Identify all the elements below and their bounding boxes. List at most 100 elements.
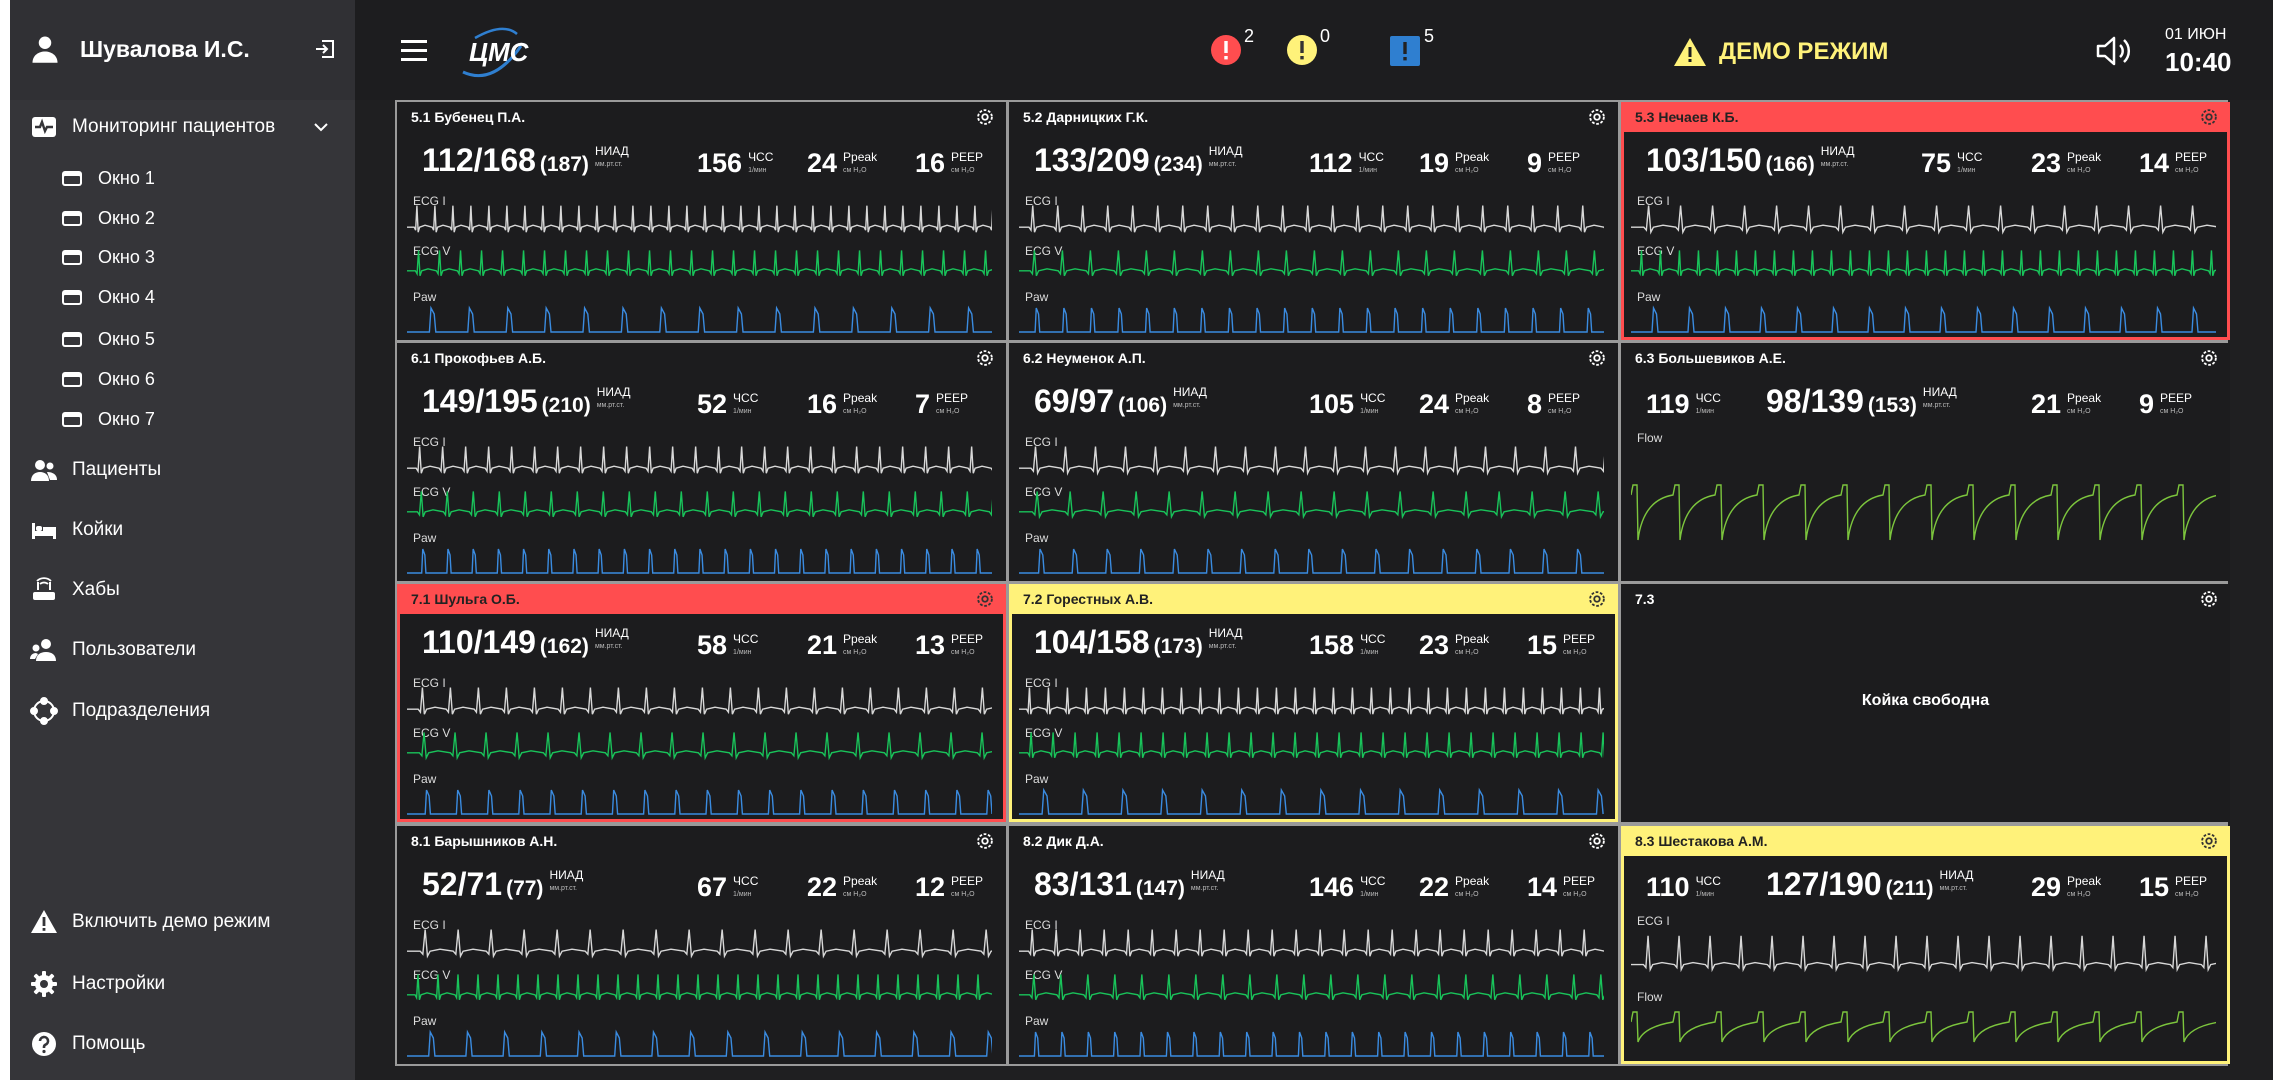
- nibp-value: 98/139: [1766, 383, 1864, 419]
- bed-card[interactable]: 7.3 Койка свободна: [1621, 584, 2230, 822]
- ppeak-value: 16: [807, 389, 838, 419]
- sidebar: Шувалова И.С. Мониторинг пациентов Окно …: [10, 0, 355, 1080]
- paw-label: Paw: [1025, 772, 1049, 786]
- nibp-label-text: НИАД: [594, 144, 629, 158]
- window-item-2[interactable]: Окно 2: [62, 203, 155, 233]
- gear-icon[interactable]: [2198, 830, 2220, 852]
- hr-label-unit: 1/мин: [1957, 167, 1976, 174]
- gear-icon[interactable]: [1586, 830, 1608, 852]
- bed-name: 8.1 Барышников А.Н.: [411, 833, 558, 849]
- gear-icon[interactable]: [974, 830, 996, 852]
- ecgv-label: ECG V: [413, 968, 451, 982]
- nav-help[interactable]: Помощь: [30, 1024, 350, 1064]
- nibp-block: 69/97 (106) НИАД мм.рт.ст.: [1034, 383, 1207, 420]
- nibp-label: НИАД мм.рт.ст.: [1821, 145, 1855, 170]
- bed-card[interactable]: 6.1 Прокофьев А.Б. 149/195 (210) НИАД мм.рт.…: [397, 343, 1006, 581]
- bed-card[interactable]: 6.3 Большевиков А.Е. 119 ЧСС 1/мин 98/139 (15…: [1621, 343, 2230, 581]
- gear-icon[interactable]: [1586, 347, 1608, 369]
- gear-icon[interactable]: [2198, 347, 2220, 369]
- hr-block: 75 ЧСС 1/мин: [1921, 148, 1982, 179]
- ecg1-label: ECG I: [413, 676, 446, 690]
- gear-icon[interactable]: [1586, 106, 1608, 128]
- hr-value: 52: [697, 389, 728, 419]
- nibp-mean: (166): [1765, 153, 1815, 176]
- volume-icon[interactable]: [2095, 35, 2135, 67]
- window-item-1[interactable]: Окно 1: [62, 163, 155, 193]
- nibp-label: НИАД мм.рт.ст.: [1209, 145, 1243, 170]
- alert-circle-icon: [1211, 35, 1241, 65]
- nibp-label-unit: мм.рт.ст.: [594, 161, 623, 168]
- time-label: 10:40: [2165, 47, 2232, 77]
- nav-monitoring[interactable]: Мониторинг пациентов: [30, 107, 350, 147]
- ecg-waveform: [407, 929, 992, 959]
- patients-icon: [31, 460, 57, 481]
- ppeak-value: 22: [1419, 872, 1450, 902]
- nav-beds[interactable]: Койки: [30, 510, 350, 550]
- bed-header: 6.1 Прокофьев А.Б.: [397, 343, 1006, 373]
- nibp-label-text: НИАД: [1190, 868, 1225, 882]
- nibp-label: НИАД мм.рт.ст.: [1209, 627, 1243, 652]
- gear-icon[interactable]: [974, 588, 996, 610]
- ppeak-label-text: Ppeak: [1455, 391, 1490, 405]
- bed-header: 8.3 Шестакова А.М.: [1621, 826, 2230, 856]
- nav-settings[interactable]: Настройки: [30, 964, 350, 1004]
- ppeak-block: 16 Ppeak см H₂O: [807, 389, 877, 420]
- peep-block: 16 PEEP см H₂O: [915, 148, 983, 179]
- nav-settings-label: Настройки: [72, 973, 166, 994]
- window-item-3[interactable]: Окно 3: [62, 242, 155, 272]
- menu-icon[interactable]: [401, 40, 427, 62]
- gear-icon[interactable]: [974, 106, 996, 128]
- hr-block: 156 ЧСС 1/мин: [697, 148, 773, 179]
- nibp-value: 104/158: [1034, 624, 1150, 660]
- hr-label-unit: 1/мин: [1360, 891, 1379, 898]
- hr-block: 105 ЧСС 1/мин: [1309, 389, 1385, 420]
- hr-label-unit: 1/мин: [1360, 408, 1379, 415]
- nibp-mean: (173): [1153, 635, 1203, 658]
- bed-card[interactable]: 8.3 Шестакова А.М. 110 ЧСС 1/мин 127/190 (211…: [1621, 826, 2230, 1064]
- peep-label-unit: см H₂O: [2160, 408, 2184, 415]
- hr-label-unit: 1/мин: [1695, 891, 1714, 898]
- peep-label-unit: см H₂O: [951, 167, 975, 174]
- bed-card[interactable]: 5.2 Дарницких Г.К. 133/209 (234) НИАД мм.рт.…: [1009, 102, 1618, 340]
- ppeak-block: 29 Ppeak см H₂O: [2031, 872, 2101, 903]
- nav-users[interactable]: Пользователи: [30, 630, 350, 670]
- peep-label-text: PEEP: [1548, 150, 1581, 164]
- nibp-label: НИАД мм.рт.ст.: [597, 386, 631, 411]
- bed-card[interactable]: 7.1 Шульга О.Б. 110/149 (162) НИАД мм.рт.ст.…: [397, 584, 1006, 822]
- nibp-label: НИАД мм.рт.ст.: [595, 627, 629, 652]
- hr-block: 158 ЧСС 1/мин: [1309, 630, 1385, 661]
- nav-hubs[interactable]: Хабы: [30, 570, 350, 610]
- demo-toggle[interactable]: Включить демо режим: [30, 902, 350, 942]
- bed-card[interactable]: 5.1 Бубенец П.А. 112/168 (187) НИАД мм.рт.ст…: [397, 102, 1006, 340]
- gear-icon[interactable]: [974, 347, 996, 369]
- hr-label: ЧСС 1/мин: [1957, 151, 1982, 176]
- bed-card[interactable]: 5.3 Нечаев К.Б. 103/150 (166) НИАД мм.рт.ст.…: [1621, 102, 2230, 340]
- bed-card[interactable]: 7.2 Горестных А.В. 104/158 (173) НИАД мм.рт.…: [1009, 584, 1618, 822]
- ecg-waveform: [1019, 929, 1604, 957]
- window-item-5[interactable]: Окно 5: [62, 324, 155, 354]
- gear-icon[interactable]: [2198, 106, 2220, 128]
- gear-icon[interactable]: [2198, 588, 2220, 610]
- gear-icon: [31, 971, 57, 997]
- window-item-6[interactable]: Окно 6: [62, 364, 155, 394]
- nibp-value: 112/168: [422, 142, 536, 178]
- paw-label: Paw: [1025, 531, 1049, 545]
- logout-icon[interactable]: [313, 37, 337, 61]
- window-item-7[interactable]: Окно 7: [62, 404, 155, 434]
- bed-name: 6.2 Неуменок А.П.: [1023, 350, 1146, 366]
- chevron-down-icon[interactable]: [312, 118, 330, 136]
- gear-icon[interactable]: [1586, 588, 1608, 610]
- bed-name: 5.1 Бубенец П.А.: [411, 109, 526, 125]
- nav-patients[interactable]: Пациенты: [30, 450, 350, 490]
- window-item-4[interactable]: Окно 4: [62, 282, 155, 312]
- peep-label-text: PEEP: [951, 632, 984, 646]
- window-label: Окно 2: [98, 207, 155, 228]
- peep-label-text: PEEP: [936, 391, 969, 405]
- bed-card[interactable]: 6.2 Неуменок А.П. 69/97 (106) НИАД мм.рт.ст.…: [1009, 343, 1618, 581]
- nav-units[interactable]: Подразделения: [30, 691, 350, 731]
- ecgv-label: ECG V: [413, 244, 451, 258]
- bed-card[interactable]: 8.2 Дик Д.А. 83/131 (147) НИАД мм.рт.ст. 146 Ч…: [1009, 826, 1618, 1064]
- ecg1-label: ECG I: [1025, 435, 1058, 449]
- nibp-label-text: НИАД: [1922, 385, 1957, 399]
- bed-card[interactable]: 8.1 Барышников А.Н. 52/71 (77) НИАД мм.рт.ст…: [397, 826, 1006, 1064]
